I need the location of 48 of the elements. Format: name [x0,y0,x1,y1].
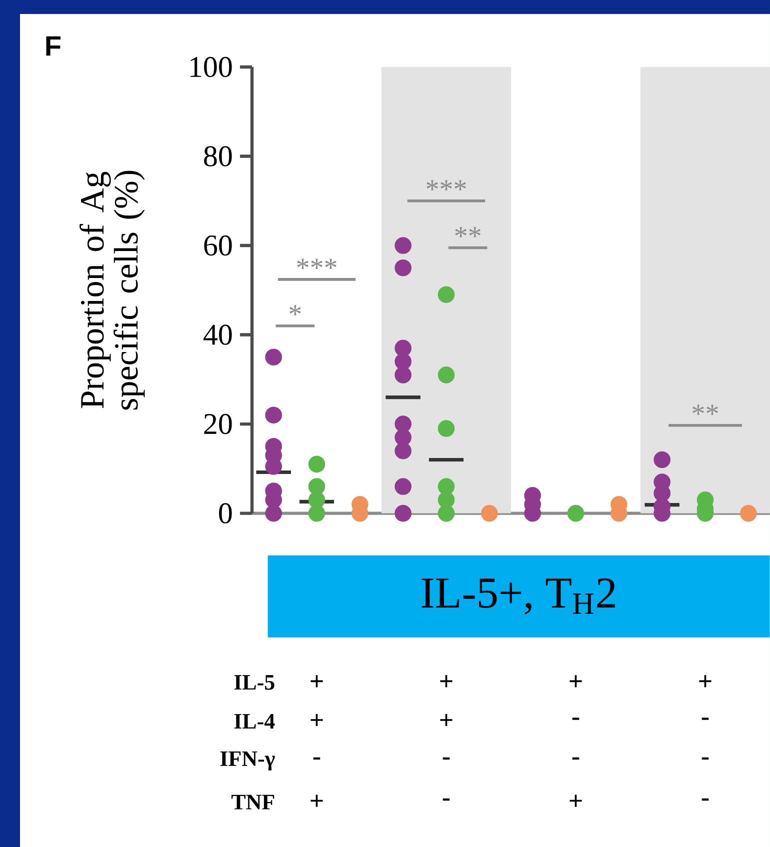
text: IL-5 [234,675,274,690]
point [394,416,412,432]
text: + [570,675,582,688]
point [394,504,412,522]
point [394,442,412,460]
chart-title: F [46,36,60,56]
point [438,286,455,304]
text: - [572,757,580,760]
annotation: ** [692,404,718,415]
point [265,504,282,522]
point [567,504,584,522]
point [481,504,498,522]
point [394,259,412,276]
point [265,406,282,424]
text: - [702,757,709,760]
y-axis-title: Proportion of Ag specific cells (%) [80,170,145,410]
text: + [440,714,452,726]
text: + [570,794,582,807]
annotation: *** [297,258,336,269]
point [308,456,326,473]
annotation: ** [455,227,480,238]
point [394,478,412,495]
point [394,429,412,446]
text: - [313,757,320,760]
text: + [310,794,323,807]
text: + [310,675,323,688]
y-tick-label: 40 [204,324,232,345]
text: + [310,714,323,726]
text: - [702,798,709,801]
text: + [699,675,712,688]
y-tick-label: 0 [219,503,232,524]
annotation: * [290,305,301,316]
y-tick-label: 80 [204,146,232,166]
point [394,366,412,384]
y-tick-label: 60 [204,235,232,256]
text: - [442,757,450,760]
text: TNF [231,794,274,810]
y-tick-label: 20 [204,414,232,434]
text: - [702,718,709,720]
x-axis-title: IL-5+, T$_{H}$2 [422,578,615,614]
text: - [572,718,580,720]
point [740,504,757,522]
text: IL-4 [234,714,275,729]
text: - [442,798,450,801]
y-tick-label: 100 [190,56,232,78]
text: + [440,675,452,688]
text: IFN-γ [220,751,275,771]
annotation: *** [426,180,466,190]
